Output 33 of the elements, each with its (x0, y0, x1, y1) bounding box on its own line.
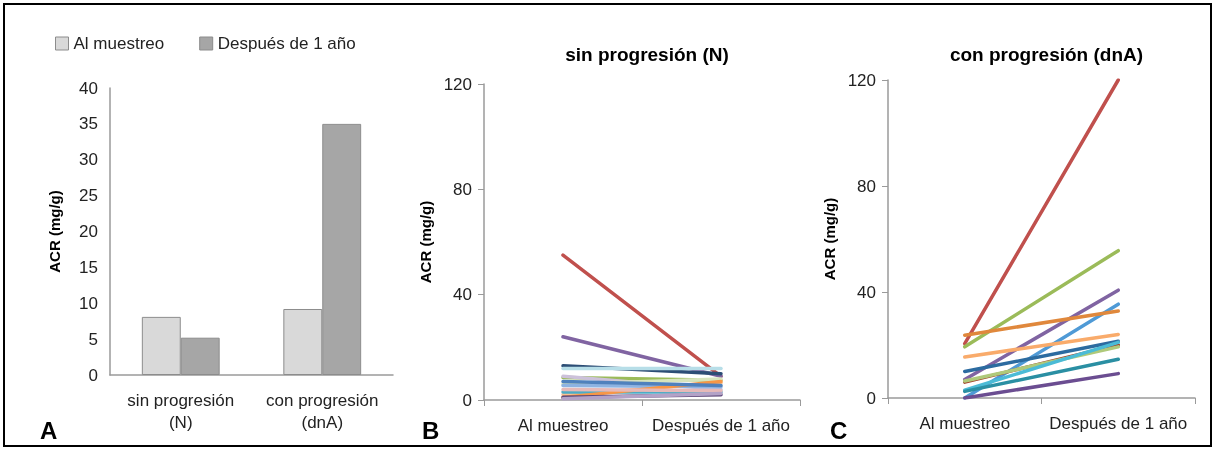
y-tick-label: 35 (79, 114, 98, 134)
y-tick-label: 120 (443, 74, 472, 94)
text: C (830, 416, 848, 444)
y-tick-label: 0 (866, 388, 876, 408)
y-axis-title: ACR (mg/g) (46, 190, 63, 273)
y-tick-label: 40 (79, 78, 98, 98)
y-tick-label: 40 (857, 282, 876, 302)
y-tick-label: 10 (79, 293, 98, 313)
y-tick-label: 20 (79, 222, 98, 241)
y-tick-label: 80 (453, 179, 472, 199)
y-tick-label: 0 (462, 390, 472, 410)
legend-label: Después de 1 año (217, 34, 356, 53)
y-axis-title: ACR (mg/g) (820, 197, 838, 281)
y-tick-label: 30 (79, 150, 98, 170)
y-axis-title: ACR (mg/g) (416, 200, 434, 284)
y-tick-label: 15 (79, 257, 98, 277)
text: B (422, 416, 440, 444)
y-tick-label: 120 (847, 70, 876, 90)
chart-title: sin progresión (N) (565, 44, 729, 65)
text: A (40, 416, 58, 444)
y-tick-label: 5 (88, 329, 98, 349)
legend-label: Al muestreo (73, 34, 165, 53)
x-tick-label: Después de 1 año (1049, 413, 1188, 433)
y-tick-label: 0 (88, 365, 98, 385)
chart-title: con progresión (dnA) (949, 44, 1144, 65)
y-tick-label: 25 (79, 186, 98, 206)
y-tick-label: 80 (857, 176, 876, 196)
x-tick-label: Después de 1 año (652, 415, 790, 435)
x-tick-label: Al muestreo (919, 413, 1011, 433)
y-tick-label: 40 (453, 285, 472, 305)
x-tick-label: sin progresión (N) (127, 390, 235, 432)
x-tick-label: con progresión (dnA) (266, 390, 379, 432)
x-tick-label: Al muestreo (517, 415, 609, 435)
